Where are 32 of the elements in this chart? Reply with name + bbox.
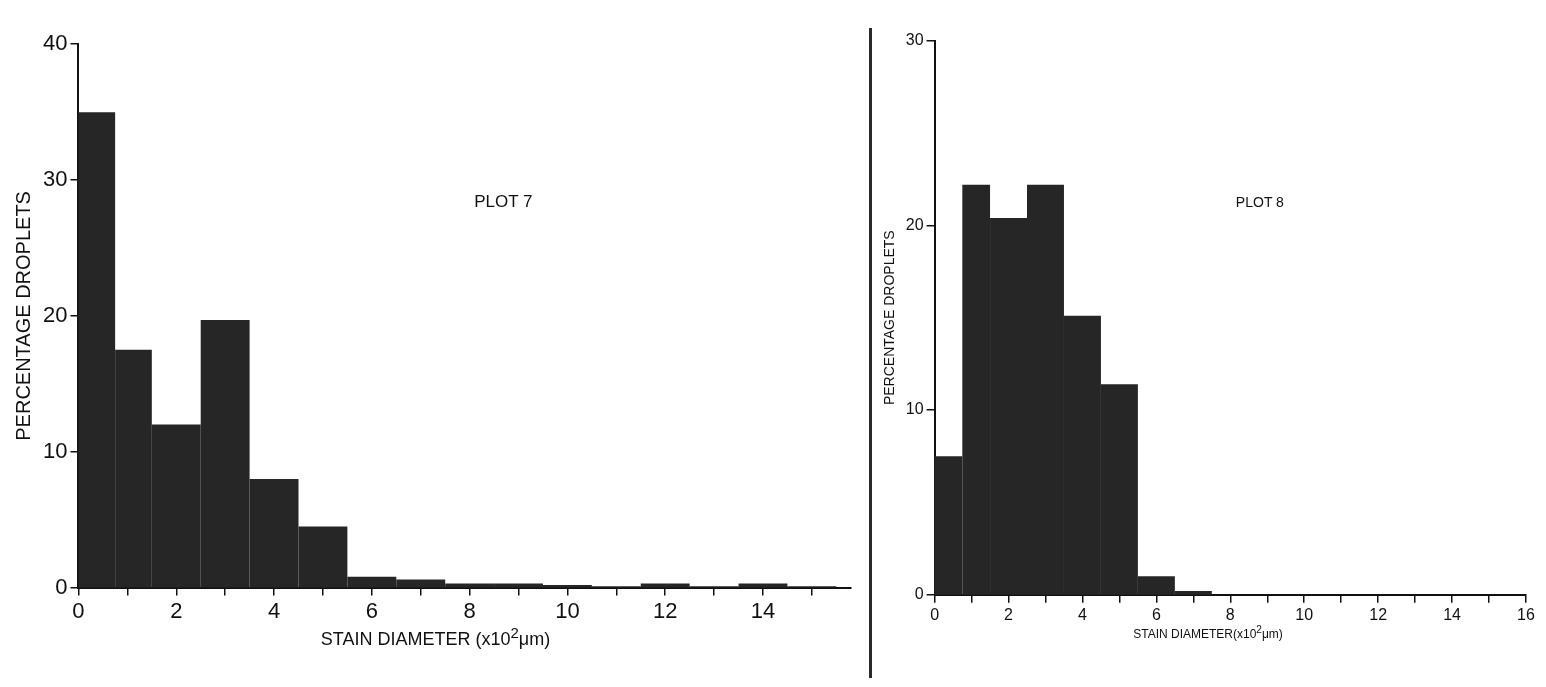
y-tick-label: 0	[914, 585, 924, 603]
x-tick-label: 0	[72, 597, 85, 623]
x-tick-label: 8	[463, 597, 476, 623]
y-tick-label: 10	[905, 400, 924, 418]
x-tick-label: 10	[1295, 605, 1314, 623]
x-tick-label: 2	[170, 597, 183, 623]
x-axis-title: STAIN DIAMETER(x10$^{2}$μm)	[1133, 624, 1283, 641]
y-axis-title: PERCENTAGE DROPLETS	[881, 230, 898, 406]
y-tick-label: 20	[905, 215, 924, 233]
y-tick-label: 30	[905, 31, 924, 49]
x-tick-label: 16	[1517, 605, 1535, 623]
y-tick-label: 40	[42, 30, 68, 56]
y-tick-label: 30	[42, 166, 68, 192]
annotation: PLOT 7	[474, 192, 533, 212]
x-tick-label: 8	[1225, 605, 1235, 623]
x-tick-label: 12	[652, 597, 678, 623]
x-axis-title: STAIN DIAMETER (x10$^{2}$μm)	[320, 624, 551, 650]
y-tick-label: 10	[42, 437, 68, 463]
x-tick-label: 10	[555, 597, 580, 623]
x-tick-label: 14	[750, 597, 776, 623]
y-tick-label: 0	[55, 573, 68, 599]
x-tick-label: 2	[1004, 605, 1014, 623]
x-tick-label: 6	[365, 597, 378, 623]
annotation: PLOT 8	[1235, 193, 1285, 210]
x-tick-label: 4	[1077, 605, 1087, 623]
x-tick-label: 14	[1443, 605, 1462, 623]
x-tick-label: 12	[1369, 605, 1388, 623]
x-tick-label: 0	[930, 605, 940, 623]
y-axis-title: PERCENTAGE DROPLETS	[11, 191, 34, 441]
x-tick-label: 4	[267, 597, 281, 623]
y-tick-label: 20	[42, 301, 68, 327]
x-tick-label: 6	[1151, 605, 1161, 623]
